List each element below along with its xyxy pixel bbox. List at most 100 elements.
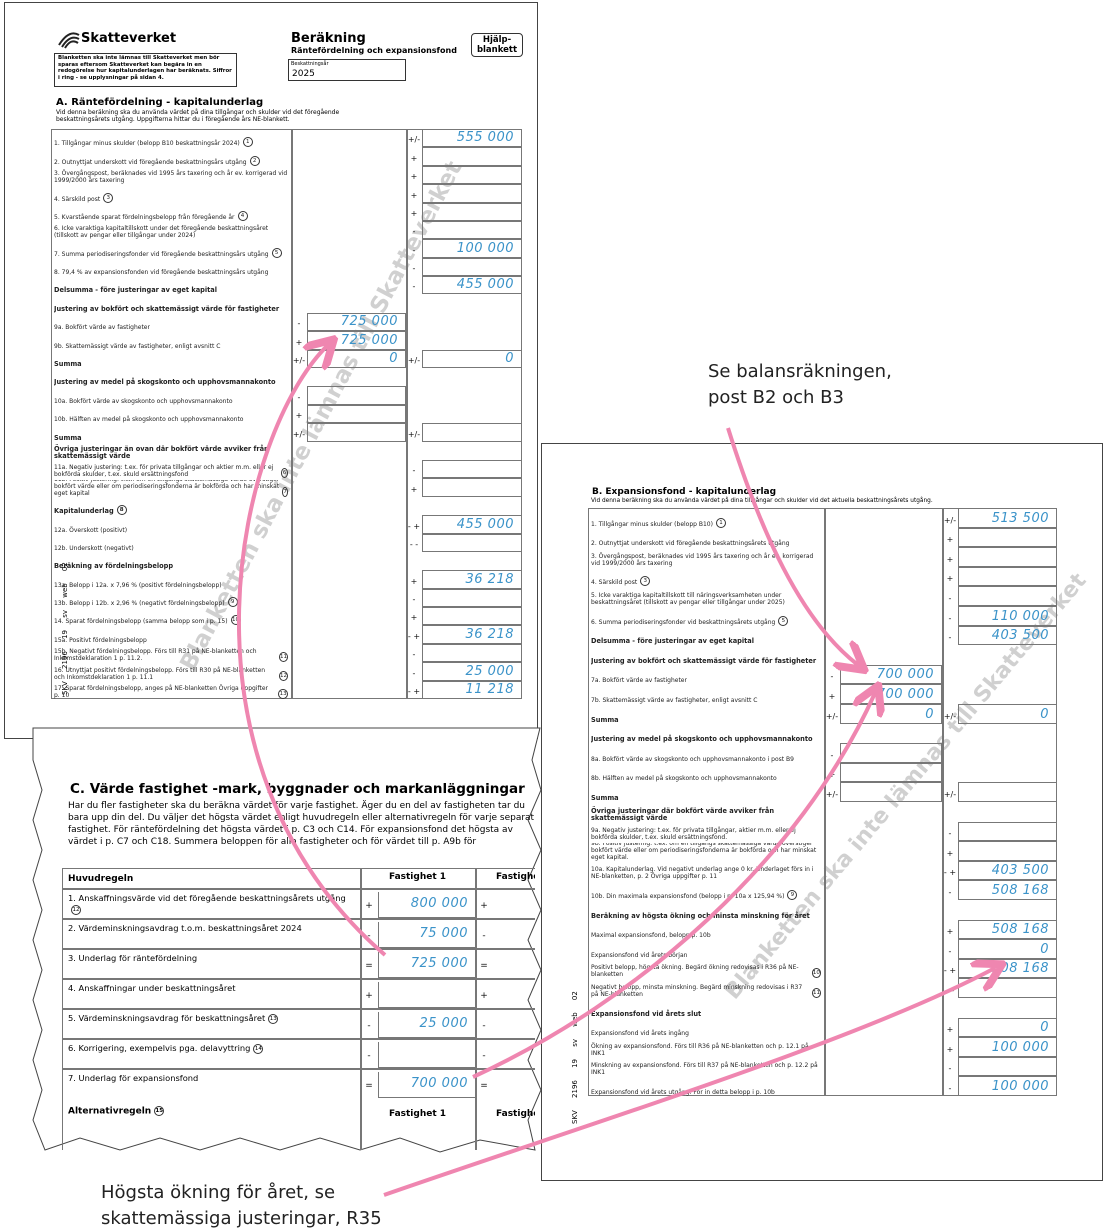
label-text: Expansionsfond vid årets början — [591, 951, 688, 959]
sign: - — [482, 931, 486, 941]
label-text: 13a. Belopp i 12a. x 7,96 % (positivt fö… — [54, 581, 222, 589]
field — [958, 547, 1057, 567]
row-label: 9a. Bokfört värde av fastigheter — [54, 315, 288, 331]
sign: + — [480, 901, 488, 911]
row-label: 4. Särskild post 3 — [54, 186, 288, 203]
row-label: Justering av medel på skogskonto och upp… — [591, 726, 821, 744]
row-label: 8a. Bokfört värde av skogskonto och upph… — [591, 745, 821, 763]
row-label: Expansionsfond vid årets slut — [591, 1000, 821, 1018]
note-number: 13 — [268, 1013, 279, 1024]
amount: 403 500 — [991, 628, 1049, 644]
row-label: Summa — [591, 784, 821, 802]
label-text: Justering av medel på skogskonto och upp… — [54, 378, 276, 387]
label-text: 7. Summa periodiseringsfonder vid föregå… — [54, 250, 269, 258]
field — [422, 129, 522, 148]
field — [307, 312, 406, 332]
row-label: Minskning av expansionsfond. Förs till R… — [591, 1059, 821, 1076]
label-text: 3. Underlag för räntefördelning — [68, 953, 198, 963]
sign: + — [410, 613, 418, 623]
label-text: 2. Värdeminskningsavdrag t.o.m. beskattn… — [68, 923, 302, 933]
field — [422, 478, 522, 497]
row-label: 7b. Skattemässigt värde av fastigheter, … — [591, 686, 821, 704]
title: Beräkning — [291, 31, 366, 46]
row-label: 10a. Bokfört värde av skogskonto och upp… — [54, 388, 288, 405]
amount: 555 000 — [456, 130, 514, 146]
label-text: 10b. Hälften av medel på skogskonto och … — [54, 416, 244, 424]
row-label: 3. Övergångspost, beräknades vid 1995 år… — [54, 168, 288, 184]
year-box: Beskattningsår 2025 — [288, 59, 406, 81]
label-text: Justering av medel på skogskonto och upp… — [591, 735, 813, 744]
row-label: 6. Summa periodiseringsfonder vid beskat… — [591, 608, 821, 626]
amount: 0 — [1040, 941, 1049, 957]
sign: + — [365, 901, 373, 911]
label-text: 12a. Överskott (positivt) — [54, 526, 128, 534]
amount: 25 000 — [465, 663, 514, 679]
row-label: 2. Outnyttjat underskott vid föregående … — [54, 149, 288, 166]
section-intro: Vid denna beräkning ska du använda värde… — [56, 109, 340, 123]
field — [422, 515, 522, 534]
column-line — [824, 508, 826, 1096]
form-b: B. Expansionsfond - kapitalunderlag Vid … — [541, 443, 1103, 1181]
sign: + — [946, 1044, 954, 1054]
row-label: Justering av medel på skogskonto och upp… — [54, 370, 288, 386]
logo-icon — [58, 32, 80, 49]
row-label: 7. Underlag för expansionsfond — [68, 1073, 353, 1084]
row-label: Övriga justeringar där bokfört värde avv… — [591, 804, 821, 822]
amount: 700 000 — [876, 687, 934, 702]
sign: - — [367, 1051, 371, 1061]
row-label: 9b. Skattemässigt värde av fastigheter, … — [54, 333, 288, 350]
amount: 403 500 — [991, 863, 1049, 879]
section-intro: Vid denna beräkning ska du använda värde… — [591, 498, 933, 504]
row-line — [62, 978, 535, 980]
note-number: 9 — [227, 597, 238, 608]
badge: Hjälp-blankett — [471, 33, 523, 57]
row-label: 5. Värdeminskningsavdrag för beskattning… — [68, 1013, 353, 1024]
sign: + — [946, 574, 954, 584]
sign: - + — [407, 631, 421, 641]
amount: 25 000 — [419, 1016, 468, 1031]
field — [422, 239, 522, 258]
amount: 0 — [925, 706, 934, 722]
row-label: Summa — [591, 706, 821, 724]
label-text: 3. Övergångspost, beräknades vid 1995 år… — [54, 170, 288, 185]
field — [958, 978, 1057, 998]
note-box: Blanketten ska inte lämnas till Skatteve… — [54, 53, 237, 87]
note-number: 3 — [640, 576, 651, 587]
sign: - — [948, 613, 952, 623]
sign: - — [297, 319, 301, 329]
year-label: Beskattningsår — [291, 61, 329, 67]
label-text: Justering av bokfört och skattemässigt v… — [591, 656, 817, 665]
sign: - + — [407, 521, 421, 531]
amount: 725 000 — [340, 314, 398, 330]
label-text: 9b. Positiv justering: t.ex. om en tillg… — [591, 843, 817, 861]
field — [958, 880, 1057, 900]
sign: - — [412, 466, 416, 476]
sign: - — [412, 282, 416, 292]
note-number: 1 — [242, 137, 253, 148]
field — [422, 184, 522, 203]
label-text: 4. Anskaffningar under beskattningsåret — [68, 983, 236, 993]
field — [958, 586, 1057, 606]
field — [958, 939, 1057, 959]
intro: Har du fler fastigheter ska du beräkna v… — [68, 801, 535, 847]
label-text: 17. Sparat fördelningsbelopp, anges på N… — [54, 684, 269, 699]
field — [958, 1056, 1057, 1077]
label-text: Delsumma - före justeringar av eget kapi… — [591, 637, 755, 646]
sign: - — [482, 1051, 486, 1061]
label-text: Delsumma - före justeringar av eget kapi… — [54, 286, 218, 295]
label-text: 7b. Skattemässigt värde av fastigheter, … — [591, 696, 758, 704]
label-text: 5. Värdeminskningsavdrag för beskattning… — [68, 1013, 266, 1023]
label-text: 1. Tillgångar minus skulder (belopp B10) — [591, 520, 713, 528]
sign: + — [410, 484, 418, 494]
row-label: Maximal expansionsfond, belopp p. 10b — [591, 922, 821, 939]
label-text: 10b. Din maximala expansionsfond (belopp… — [591, 892, 785, 900]
amount: 75 000 — [419, 926, 468, 941]
field — [378, 1042, 475, 1068]
sign: - - — [945, 986, 955, 995]
field — [422, 349, 522, 369]
row-label: 7. Summa periodiseringsfonder vid föregå… — [54, 241, 288, 258]
row-label: 3. Underlag för räntefördelning — [68, 953, 353, 964]
field — [422, 643, 522, 663]
field — [958, 782, 1057, 802]
